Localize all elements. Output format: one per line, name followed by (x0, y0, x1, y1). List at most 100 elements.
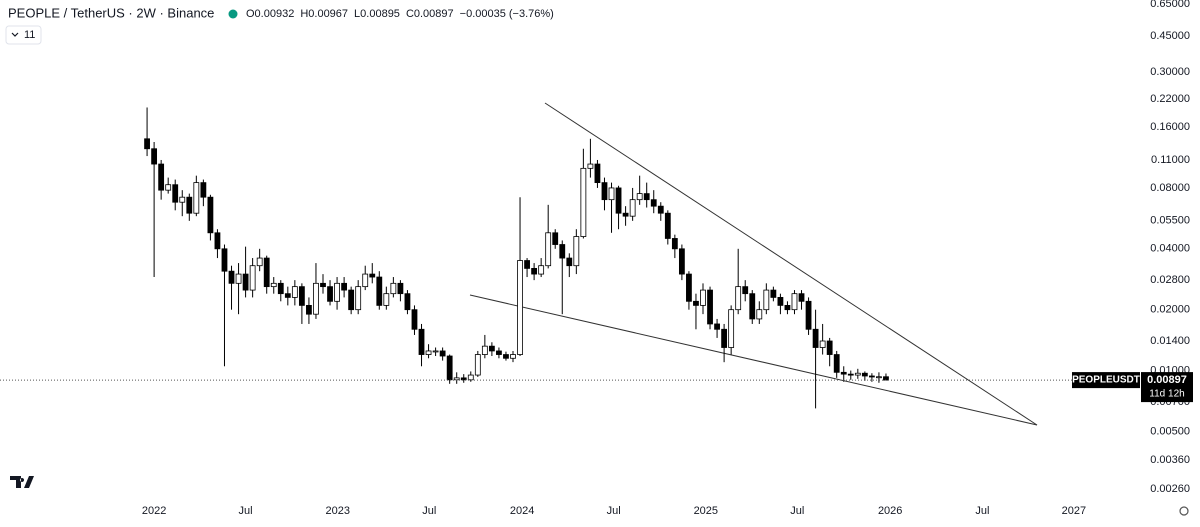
symbol-title: PEOPLE / TetherUS · 2W · Binance (8, 5, 214, 20)
candle-body (474, 354, 481, 376)
x-tick-label: Jul (607, 505, 621, 517)
candle-body (636, 193, 643, 201)
candle-body (172, 184, 179, 203)
price-tag (1141, 372, 1193, 403)
candle-body (693, 300, 699, 306)
x-tick-label: 2027 (1062, 505, 1086, 517)
candle-body (756, 309, 763, 320)
candle-body (270, 282, 277, 288)
y-tick-label: 0.30000 (1150, 66, 1190, 78)
candle-body (798, 293, 805, 302)
candle-body (362, 273, 369, 288)
candle-body (298, 286, 305, 306)
candle-body (200, 182, 207, 198)
candle-body (496, 350, 502, 355)
candle-body (735, 286, 742, 311)
candle-body (819, 340, 826, 348)
y-tick-label: 0.11000 (1151, 154, 1190, 166)
chevron-icon (11, 32, 19, 37)
x-tick-label: 2023 (326, 505, 350, 517)
candle-body (334, 282, 340, 302)
candle-body (453, 377, 460, 381)
candle-body (580, 167, 587, 237)
candle-body (615, 187, 622, 214)
candle-body (650, 199, 657, 207)
candle-body (207, 196, 214, 234)
candle-body (242, 273, 249, 291)
last-price: 0.00897 (1147, 374, 1187, 386)
candle-body (861, 372, 868, 377)
candle-body (573, 236, 580, 267)
indicator-toggle[interactable] (5, 25, 42, 45)
candle-body (221, 248, 228, 272)
candle-body (629, 199, 636, 217)
candle-body (678, 248, 685, 275)
status-dot (228, 9, 238, 19)
candle-body (608, 187, 615, 201)
candle-body (812, 328, 819, 348)
candle-body (214, 232, 221, 250)
tv-logo (10, 476, 34, 488)
trendline-lower (469, 294, 1038, 426)
candle-body (404, 293, 411, 311)
candle-body (840, 371, 847, 375)
countdown: 11d 12h (1149, 389, 1184, 400)
candle-body (664, 212, 671, 239)
candle-body (369, 273, 376, 278)
candle-body (284, 293, 291, 298)
candle-body (327, 286, 333, 302)
candle-body (587, 163, 594, 169)
candle-body (671, 238, 678, 250)
candle-body (826, 340, 833, 355)
candle-body (376, 276, 383, 306)
candle-body (707, 289, 713, 325)
candle-body (481, 345, 488, 355)
ohlc-value: −0.00035 (−3.76%) (460, 8, 554, 20)
y-tick-label: 0.16000 (1150, 121, 1190, 133)
candle-body (524, 260, 530, 269)
y-tick-label: 0.00260 (1150, 483, 1190, 495)
candle-body (277, 282, 284, 295)
candle-body (411, 309, 418, 330)
x-tick-label: 2022 (142, 505, 166, 517)
y-tick-label: 0.00360 (1150, 454, 1190, 466)
y-tick-label: 0.02800 (1150, 274, 1190, 286)
candle-body (847, 373, 854, 376)
candle-body (256, 257, 263, 267)
x-tick-label: 2026 (878, 505, 902, 517)
candle-body (193, 182, 200, 214)
candle-body (545, 232, 552, 267)
candle-body (383, 293, 390, 306)
x-tick-label: 2024 (510, 505, 534, 517)
candle-body (418, 328, 425, 355)
candle-body (249, 265, 256, 291)
candle-body (439, 350, 446, 357)
candle-body (397, 282, 404, 295)
y-tick-label: 0.45000 (1150, 30, 1190, 42)
candle-body (700, 289, 706, 306)
candle-body (313, 282, 319, 315)
candle-body (791, 293, 798, 311)
candle-body (833, 354, 840, 373)
candle-body (460, 377, 467, 381)
candle-body (341, 282, 348, 291)
settings-icon[interactable] (1179, 506, 1189, 516)
candle-body (876, 376, 882, 379)
candle-body (510, 354, 516, 359)
trendline-upper (544, 102, 1038, 426)
candle-body (622, 212, 629, 217)
candle-body (306, 304, 312, 315)
y-tick-label: 0.02000 (1150, 304, 1190, 316)
candle-body (503, 354, 509, 359)
candle-body (777, 297, 784, 306)
candle-body (355, 286, 362, 311)
candle-body (559, 244, 566, 259)
candle-body (763, 289, 770, 311)
x-tick-label: Jul (422, 505, 436, 517)
y-tick-label: 0.65000 (1150, 0, 1190, 10)
candle-body (151, 148, 158, 165)
candle-body (721, 328, 728, 348)
candle-body (686, 273, 692, 302)
candle-body (770, 289, 777, 298)
